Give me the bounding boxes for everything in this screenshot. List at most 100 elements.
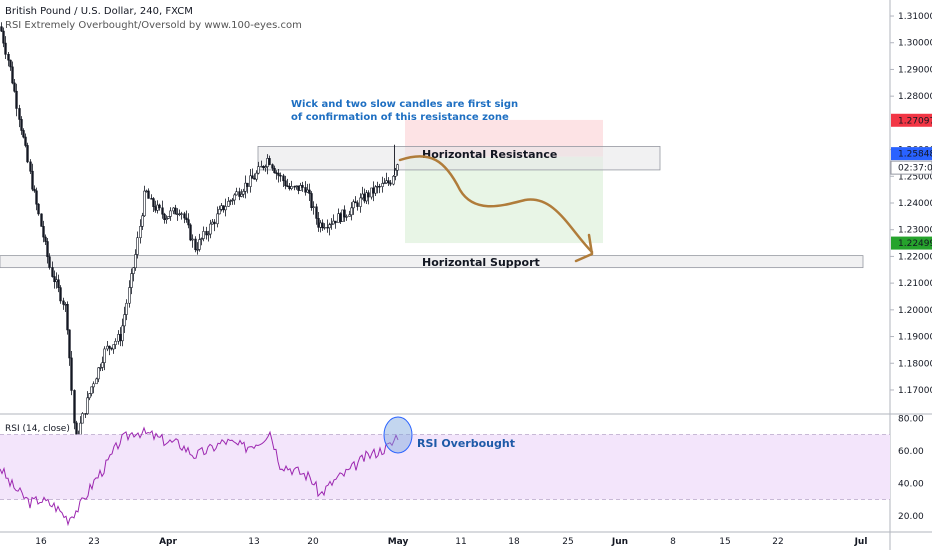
candle-down [73,390,76,424]
candle-down [7,53,10,61]
time-tick-label: Jul [854,537,868,547]
candle-up [227,200,230,207]
candle-down [189,224,192,241]
candle-down [273,167,276,174]
time-tick-label: 15 [719,537,730,547]
candle-up [101,362,104,368]
candle-up [106,345,109,350]
candle-down [326,227,329,229]
candle-up [145,190,148,193]
candle-up [312,206,315,208]
rsi-overbought-circle [383,416,413,454]
candle-down [154,206,157,211]
candle-up [233,194,236,201]
candle-down [354,201,357,204]
candle-down [293,186,296,188]
candle-down [183,213,186,219]
candle-down [13,82,16,92]
price-axis[interactable]: 1.310001.300001.290001.280001.260001.250… [890,12,932,396]
time-tick-label: 22 [772,537,783,547]
candle-up [90,386,93,394]
time-tick-label: 11 [455,537,466,547]
rsi-tick-label: 40.00 [898,479,924,489]
candle-up [383,182,386,185]
candle-down [35,190,38,205]
candle-down [279,175,282,177]
candle-up [156,204,159,211]
candle-up [361,193,364,199]
forecast-arrow [398,155,594,254]
candle-up [128,287,131,304]
candle-up [178,213,181,215]
price-tick-label: 1.18000 [898,359,932,369]
candle-up [350,207,353,216]
support-zone [0,255,864,269]
candle-down [150,198,153,200]
candle-up [141,215,144,227]
candle-up [266,158,269,167]
chart-zones [0,119,864,269]
candle-down [253,178,256,180]
candle-up [169,210,172,217]
candle-up [337,213,340,224]
candle-up [370,187,373,198]
candle-down [46,241,49,258]
candle-down [62,300,65,305]
candle-up [240,193,243,197]
rsi-tick-label: 80.00 [898,414,924,424]
price-tick-label: 1.21000 [898,279,932,289]
price-tick-label: 1.17000 [898,386,932,396]
candle-down [194,238,197,251]
candle-down [262,165,265,169]
candle-down [15,90,18,109]
candle-down [161,207,164,215]
candle-up [132,267,135,274]
candle-up [207,233,210,236]
time-tick-label: 20 [307,537,319,547]
candle-up [220,205,223,210]
symbol-title[interactable]: British Pound / U.S. Dollar, 240, FXCM [5,6,193,17]
candle-up [330,223,333,226]
candle-down [11,66,14,84]
candle-up [95,378,98,385]
candle-up [112,344,115,350]
candle-down [286,185,289,187]
wick-note-line1: Wick and two slow candles are first sign [291,99,518,110]
candle-down [40,213,43,227]
time-tick-label: 25 [562,537,573,547]
candle-down [68,329,71,359]
resistance-zone [257,146,661,171]
candle-down [321,222,324,229]
time-tick-label: Apr [159,537,177,547]
candle-down [339,213,342,222]
candle-up [86,397,89,414]
candle-up [385,180,388,184]
price-tick-label: 1.24000 [898,199,932,209]
candle-down [277,172,280,176]
price-badge-blue [891,147,932,161]
chart-overlay: Wick and two slow candles are first sign… [291,99,594,269]
candle-up [359,197,362,207]
indicator-title[interactable]: RSI Extremely Overbought/Oversold by www… [5,20,302,31]
candle-up [365,192,368,202]
candle-down [42,226,45,238]
candle-down [147,190,150,199]
candle-down [367,192,370,198]
candle-up [103,348,106,363]
candle-down [108,345,111,349]
candle-down [59,287,62,302]
candle-up [99,367,102,369]
candle-up [295,185,298,187]
price-tick-label: 1.20000 [898,306,932,316]
price-tick-label: 1.29000 [898,65,932,75]
resistance-label: Horizontal Resistance [422,148,557,161]
candle-up [176,213,179,216]
candle-down [70,357,73,391]
time-axis[interactable]: 16 23 Apr 13 20 May 11 18 25 Jun 8 15 22 Jul [35,537,867,547]
candle-down [174,207,177,215]
candle-up [202,231,205,239]
price-tick-label: 1.19000 [898,333,932,343]
candle-up [200,238,203,240]
candle-down [31,170,34,190]
